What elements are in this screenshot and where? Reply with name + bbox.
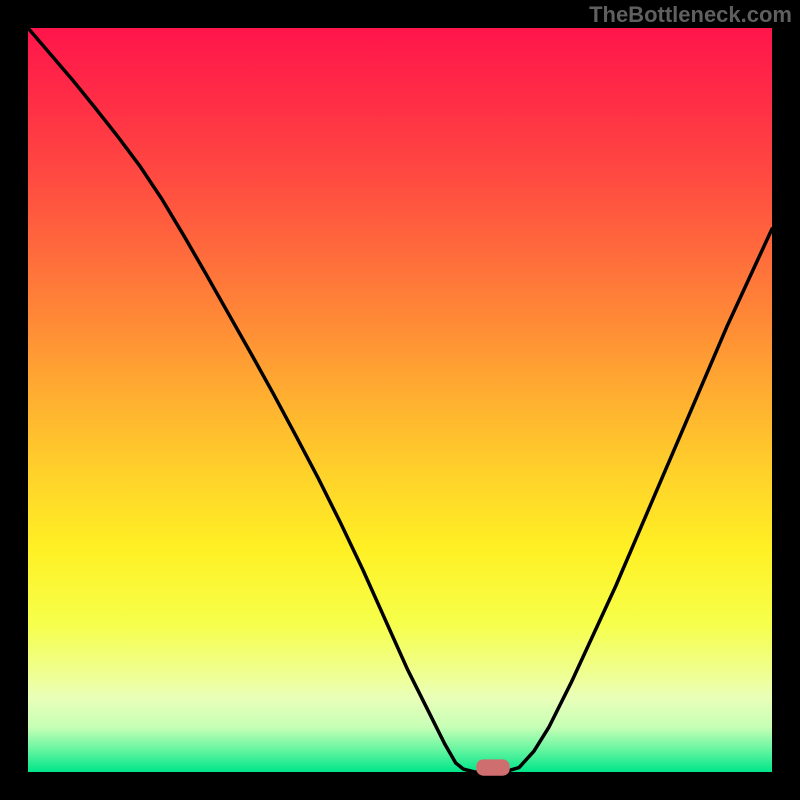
plot-background bbox=[28, 28, 772, 772]
bottleneck-chart-svg bbox=[0, 0, 800, 800]
bottleneck-marker bbox=[476, 759, 509, 775]
chart-container: TheBottleneck.com bbox=[0, 0, 800, 800]
